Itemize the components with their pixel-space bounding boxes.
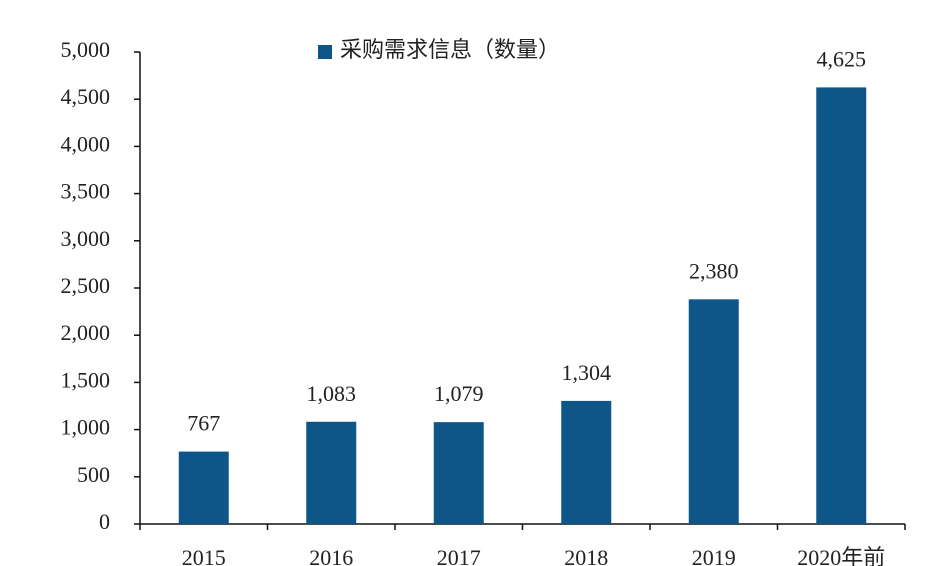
x-tick-label: 2017 (437, 545, 481, 566)
y-tick-label: 2,500 (61, 273, 111, 298)
bar (688, 299, 739, 524)
y-tick-label: 0 (99, 509, 110, 534)
bar (433, 422, 484, 524)
x-tick-label: 2015 (182, 545, 226, 566)
x-tick-label: 2020年前 (797, 545, 885, 566)
legend-swatch (318, 45, 332, 59)
y-tick-label: 4,500 (61, 84, 111, 109)
value-label: 2,380 (689, 258, 739, 283)
y-tick-label: 3,500 (61, 179, 111, 204)
y-tick-label: 4,000 (61, 131, 111, 156)
y-tick-label: 1,000 (61, 415, 111, 440)
value-label: 1,079 (434, 381, 484, 406)
bar (816, 87, 867, 525)
x-tick-label: 2018 (564, 545, 608, 566)
x-tick-label: 2016 (309, 545, 353, 566)
y-tick-label: 2,000 (61, 320, 111, 345)
legend-label: 采购需求信息（数量） (340, 37, 560, 62)
bar (178, 451, 229, 524)
y-tick-label: 3,000 (61, 226, 111, 251)
bar (306, 421, 357, 524)
y-tick-label: 1,500 (61, 367, 111, 392)
y-tick-label: 5,000 (61, 37, 111, 62)
value-label: 767 (187, 411, 220, 436)
x-tick-label: 2019 (692, 545, 736, 566)
bar (561, 400, 612, 524)
y-tick-label: 500 (77, 462, 110, 487)
value-label: 1,304 (562, 360, 612, 385)
value-label: 1,083 (307, 381, 357, 406)
value-label: 4,625 (817, 46, 867, 71)
